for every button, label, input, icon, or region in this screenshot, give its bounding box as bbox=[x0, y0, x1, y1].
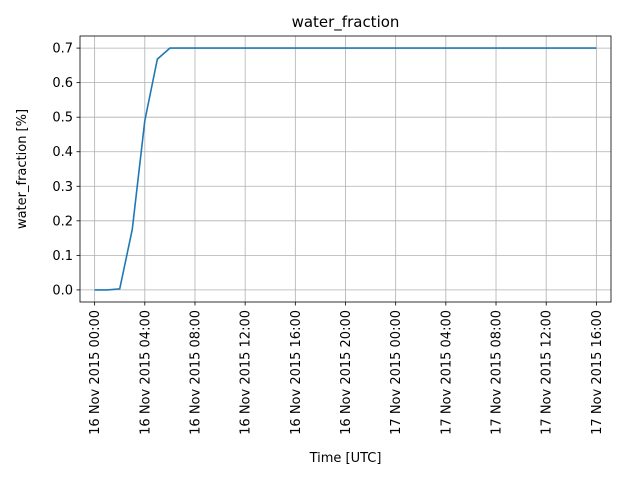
y-tick-label: 0.0 bbox=[52, 283, 73, 298]
y-tick-label: 0.2 bbox=[52, 214, 73, 229]
x-tick-label: 17 Nov 2015 00:00 bbox=[389, 310, 404, 435]
y-tick-label: 0.7 bbox=[52, 42, 73, 57]
x-axis: 16 Nov 2015 00:00 16 Nov 2015 04:00 16 Nov… bbox=[88, 302, 605, 435]
x-tick-label: 16 Nov 2015 12:00 bbox=[239, 310, 254, 435]
y-tick-label: 0.1 bbox=[52, 249, 73, 264]
gridlines bbox=[80, 36, 611, 302]
x-tick-label: 16 Nov 2015 00:00 bbox=[88, 310, 103, 435]
y-tick-label: 0.5 bbox=[52, 111, 73, 126]
x-tick-label: 17 Nov 2015 12:00 bbox=[540, 310, 555, 435]
y-tick-label: 0.6 bbox=[52, 76, 73, 91]
x-tick-label: 17 Nov 2015 04:00 bbox=[439, 310, 454, 435]
chart-title: water_fraction bbox=[292, 13, 400, 32]
x-tick-label: 16 Nov 2015 08:00 bbox=[188, 310, 203, 435]
y-tick-label: 0.3 bbox=[52, 180, 73, 195]
x-tick-label: 16 Nov 2015 20:00 bbox=[339, 310, 354, 435]
y-axis: 0.0 0.1 0.2 0.3 0.4 0.5 0.6 0.7 bbox=[52, 42, 80, 298]
y-axis-label: water_fraction [%] bbox=[15, 109, 30, 229]
x-tick-label: 17 Nov 2015 16:00 bbox=[590, 310, 605, 435]
x-tick-label: 16 Nov 2015 04:00 bbox=[138, 310, 153, 435]
x-axis-label: Time [UTC] bbox=[309, 451, 382, 466]
x-tick-label: 16 Nov 2015 16:00 bbox=[289, 310, 304, 435]
series-line bbox=[94, 47, 597, 291]
data-series bbox=[94, 47, 597, 291]
x-tick-label: 17 Nov 2015 08:00 bbox=[490, 310, 505, 435]
y-tick-label: 0.4 bbox=[52, 145, 73, 160]
